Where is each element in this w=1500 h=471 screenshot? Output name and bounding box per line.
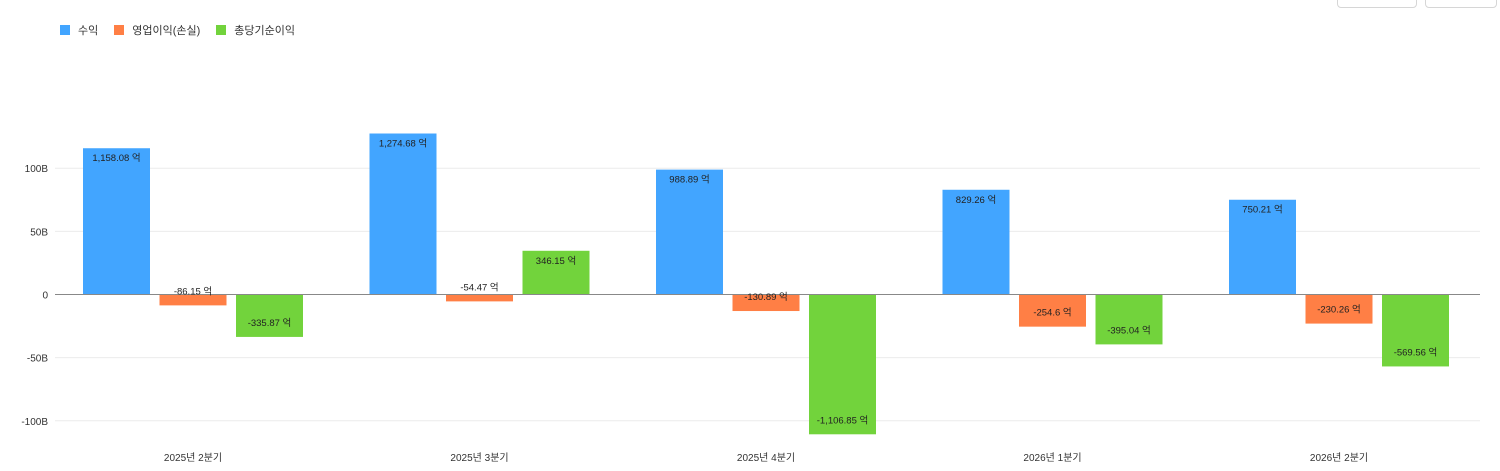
bar: [732, 294, 800, 312]
data-labels: 1,158.08 억 1,274.68 억 988.89 억 829.26 억 750.…: [92, 138, 1437, 427]
bar: [1382, 294, 1449, 367]
bar: [1095, 294, 1163, 345]
y-tick-label: 0: [42, 291, 48, 302]
toolbar-button-1[interactable]: [1337, 0, 1417, 8]
x-axis-ticks: 2025년 2분기 2025년 3분기 2025년 4분기 2026년 1분기 2026…: [164, 452, 1368, 464]
grid-lines: [55, 167, 1480, 422]
data-label: -1,106.85 억: [817, 414, 869, 426]
data-label: 750.21 억: [1242, 204, 1282, 216]
legend-item-revenue[interactable]: 수익: [60, 22, 98, 38]
bar: [369, 133, 437, 295]
data-label: -86.15 억: [174, 285, 212, 297]
x-tick-label: 2026년 2분기: [1310, 452, 1368, 464]
legend-item-operating-income[interactable]: 영업이익(손실): [114, 22, 200, 38]
data-label: -254.6 억: [1033, 307, 1071, 319]
legend-swatch-operating-income: [114, 25, 125, 35]
data-label: 346.15 억: [536, 255, 576, 267]
legend-label-net-income: 총당기순이익: [234, 25, 296, 37]
data-label: 1,274.68 억: [379, 138, 427, 150]
chart-legend: 수익 영업이익(손실) 총당기순이익: [60, 22, 295, 38]
data-label: -569.56 억: [1394, 346, 1438, 358]
bar: [83, 148, 150, 295]
bar: [942, 189, 1010, 295]
legend-swatch-net-income: [216, 25, 227, 35]
data-label: -54.47 억: [460, 281, 498, 293]
y-tick-label: -50B: [27, 354, 48, 365]
x-tick-label: 2025년 4분기: [737, 452, 795, 464]
y-tick-label: -100B: [21, 417, 48, 428]
y-axis-ticks: 100B 50B 0 -50B -100B: [21, 164, 48, 428]
bar: [1305, 294, 1373, 324]
bar: [1229, 199, 1296, 295]
bar: [446, 294, 513, 302]
legend-swatch-revenue: [60, 25, 70, 35]
bar: [236, 294, 303, 337]
y-tick-label: 100B: [25, 164, 49, 175]
bar: [656, 169, 723, 295]
data-label: -395.04 억: [1107, 324, 1151, 336]
data-label: 829.26 억: [956, 194, 996, 206]
legend-item-net-income[interactable]: 총당기순이익: [216, 22, 295, 38]
bar: [522, 250, 590, 295]
toolbar-button-2[interactable]: [1425, 0, 1497, 8]
bar: [159, 294, 227, 306]
bar-series: [83, 133, 1449, 435]
y-tick-label: 50B: [30, 227, 48, 238]
data-label: 988.89 억: [669, 174, 709, 186]
bar: [1019, 294, 1086, 327]
data-label: -130.89 억: [744, 291, 788, 303]
x-tick-label: 2026년 1분기: [1023, 452, 1081, 464]
data-label: -230.26 억: [1317, 304, 1361, 316]
x-tick-label: 2025년 2분기: [164, 452, 222, 464]
legend-label-revenue: 수익: [78, 25, 99, 37]
legend-label-operating-income: 영업이익(손실): [132, 25, 201, 37]
x-tick-label: 2025년 3분기: [450, 452, 508, 464]
data-label: 1,158.08 억: [92, 152, 140, 164]
data-label: -335.87 억: [248, 317, 292, 329]
bar: [809, 294, 876, 435]
